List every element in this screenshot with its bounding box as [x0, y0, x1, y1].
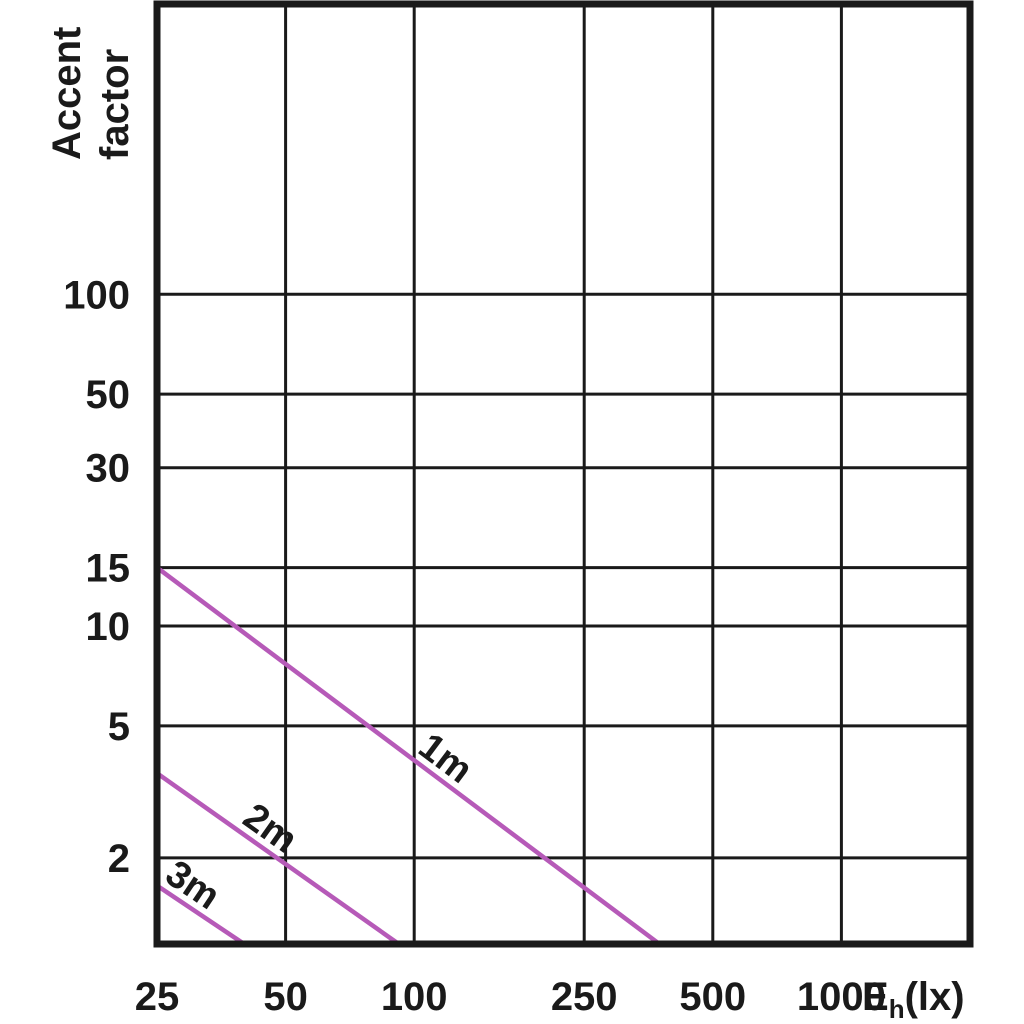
y-tick-label-100: 100: [63, 273, 130, 317]
x-tick-label-25: 25: [135, 975, 180, 1019]
series-label-1m: 1m: [411, 725, 480, 792]
series-line-2m: [155, 771, 401, 946]
grid: [155, 4, 970, 944]
series-line-3m: [155, 883, 246, 946]
x-axis-title: Eh(lx): [862, 975, 965, 1024]
y-tick-label-2: 2: [108, 837, 130, 881]
series-label-3m: 3m: [158, 853, 227, 918]
series-lines: [155, 565, 661, 946]
plot-frame: [153, 0, 974, 948]
x-tick-label-1000: 1000: [797, 975, 886, 1019]
x-tick-label-100: 100: [381, 975, 448, 1019]
x-tick-label-250: 250: [551, 975, 618, 1019]
y-axis-title-line-2: factor: [93, 49, 137, 160]
x-tick-label-50: 50: [263, 975, 308, 1019]
y-tick-label-15: 15: [86, 547, 131, 591]
y-tick-label-5: 5: [108, 705, 130, 749]
y-tick-label-10: 10: [86, 605, 131, 649]
x-tick-label-500: 500: [679, 975, 746, 1019]
y-axis-title-line-1: Accent: [45, 27, 89, 160]
y-tick-label-50: 50: [86, 373, 131, 417]
series-label-2m: 2m: [236, 796, 305, 862]
y-tick-label-30: 30: [86, 447, 131, 491]
series-line-1m: [155, 565, 661, 946]
